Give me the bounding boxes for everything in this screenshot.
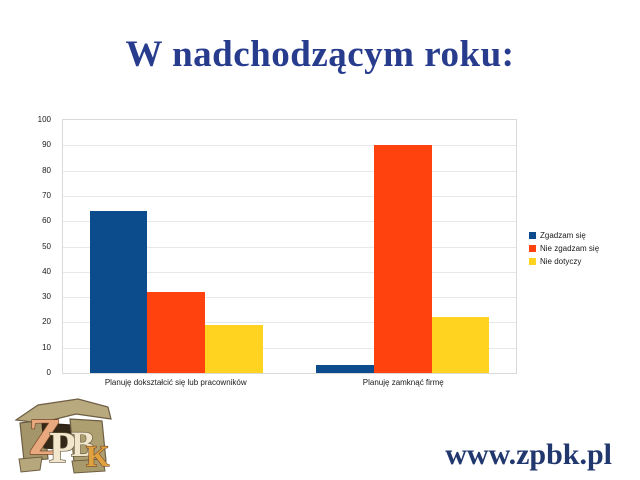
- y-tick-label: 10: [42, 342, 51, 352]
- y-tick-label: 80: [42, 165, 51, 175]
- gridline: [63, 170, 516, 172]
- y-tick-label: 50: [42, 241, 51, 251]
- bar-nie-dotyczy-cat1: [431, 317, 490, 373]
- logo-stone-right-upright: [69, 418, 107, 463]
- legend-item: Zgadzam się: [529, 231, 599, 240]
- legend-item: Nie dotyczy: [529, 257, 599, 266]
- gridline: [63, 145, 516, 147]
- gridline: [63, 297, 516, 299]
- logo-stone-rubble-left: [18, 456, 43, 473]
- x-category-label: Planuję zamknąć firmę: [362, 378, 444, 387]
- gridline: [63, 347, 516, 349]
- slide-title: W nadchodzącym roku:: [125, 34, 515, 75]
- gridline: [63, 246, 516, 248]
- legend-label: Nie dotyczy: [540, 257, 582, 266]
- gridline: [63, 221, 516, 223]
- bar-nie-zgadzam-się-cat1: [373, 145, 432, 373]
- logo-letter-p: P: [49, 423, 76, 472]
- gridline: [63, 195, 516, 197]
- legend-swatch: [529, 232, 536, 239]
- y-tick-label: 60: [42, 216, 51, 226]
- logo-stone-gap: [41, 422, 73, 451]
- logo-stone-rubble-right: [71, 458, 106, 474]
- website-url: www.zpbk.pl: [445, 438, 612, 471]
- legend-swatch: [529, 258, 536, 265]
- x-axis: Planuję dokształcić się lub pracowników P…: [62, 378, 517, 388]
- chart-legend: Zgadzam się Nie zgadzam się Nie dotyczy: [529, 231, 599, 270]
- y-tick-label: 40: [42, 266, 51, 276]
- legend-label: Nie zgadzam się: [540, 244, 600, 253]
- y-axis: 0 10 20 30 40 50 60 70 80 90 100: [0, 115, 57, 377]
- bar-nie-zgadzam-się-cat0: [147, 292, 206, 373]
- legend-label: Zgadzam się: [540, 231, 586, 240]
- logo-letter-k: K: [86, 440, 110, 473]
- bar-nie-dotyczy-cat0: [205, 324, 263, 373]
- bar-zgadzam-się-cat0: [89, 211, 148, 373]
- y-tick-label: 30: [42, 292, 51, 302]
- logo-letter-z: Z: [28, 409, 63, 466]
- legend-item: Nie zgadzam się: [529, 244, 599, 253]
- y-tick-label: 20: [42, 317, 51, 327]
- logo-letter-b: B: [71, 424, 95, 464]
- legend-swatch: [529, 245, 536, 252]
- y-tick-label: 70: [42, 190, 51, 200]
- zpbk-logo: Z P B K: [14, 398, 112, 474]
- y-tick-label: 0: [46, 368, 51, 377]
- bar-zgadzam-się-cat1: [316, 365, 374, 373]
- y-tick-label: 100: [37, 115, 51, 124]
- y-tick-label: 90: [42, 140, 51, 150]
- gridline: [63, 322, 516, 324]
- logo-stone-capstone: [14, 398, 112, 424]
- gridline: [63, 271, 516, 273]
- x-category-label: Planuję dokształcić się lub pracowników: [104, 378, 247, 387]
- plot-area: [62, 119, 517, 374]
